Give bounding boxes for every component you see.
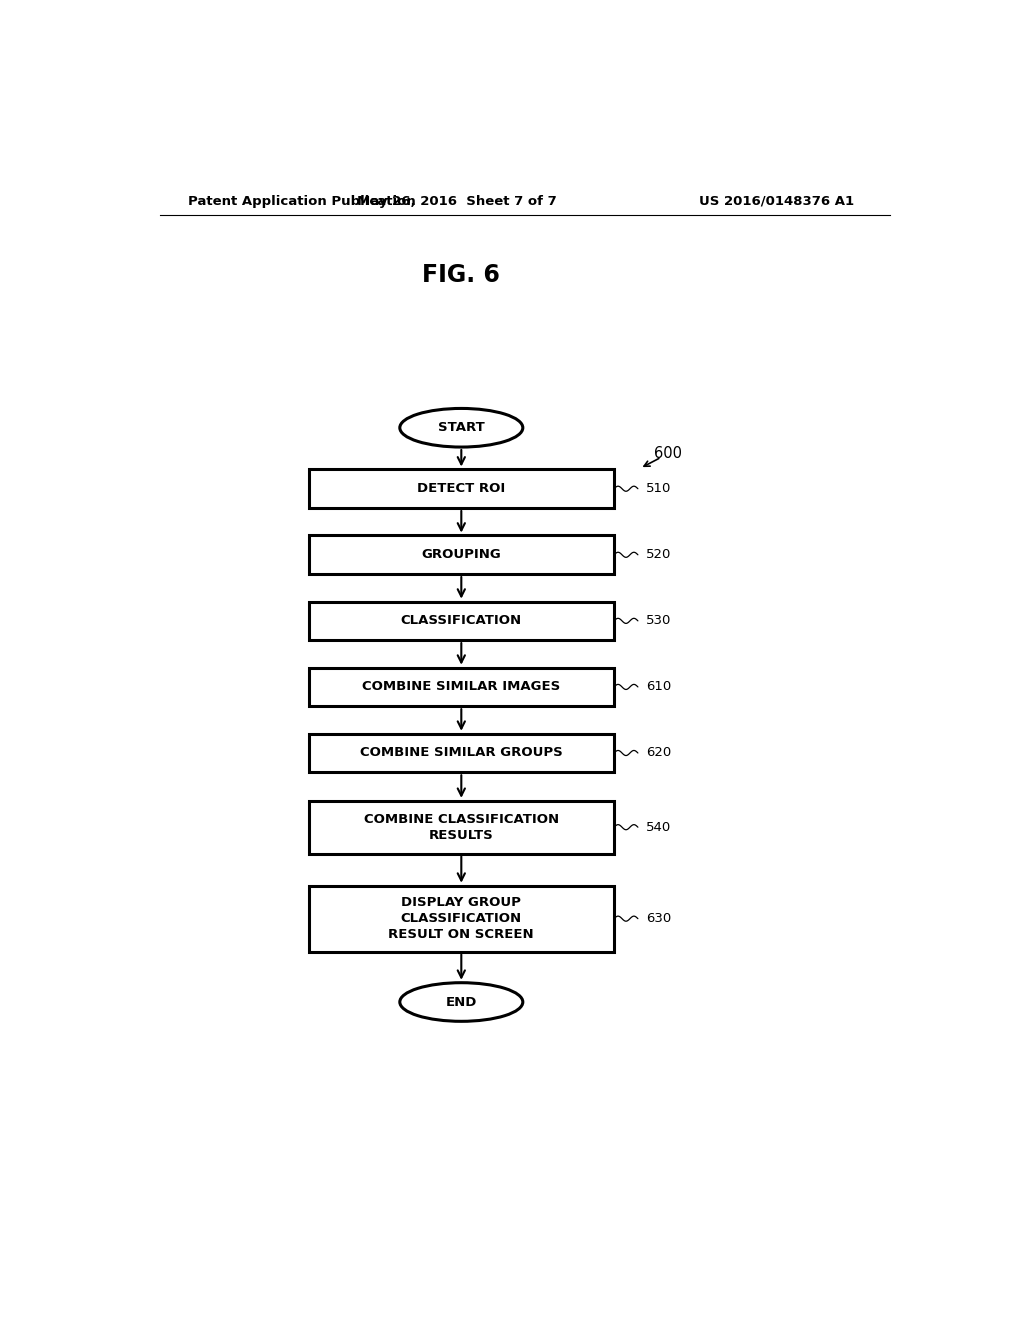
Text: 510: 510 bbox=[646, 482, 671, 495]
Text: 610: 610 bbox=[646, 680, 671, 693]
FancyBboxPatch shape bbox=[308, 536, 614, 574]
FancyBboxPatch shape bbox=[308, 801, 614, 854]
Text: CLASSIFICATION: CLASSIFICATION bbox=[400, 614, 522, 627]
Ellipse shape bbox=[399, 408, 523, 447]
Text: US 2016/0148376 A1: US 2016/0148376 A1 bbox=[699, 194, 854, 207]
Text: Patent Application Publication: Patent Application Publication bbox=[187, 194, 416, 207]
Ellipse shape bbox=[399, 982, 523, 1022]
Text: END: END bbox=[445, 995, 477, 1008]
Text: May 26, 2016  Sheet 7 of 7: May 26, 2016 Sheet 7 of 7 bbox=[357, 194, 557, 207]
Text: GROUPING: GROUPING bbox=[422, 548, 501, 561]
Text: DETECT ROI: DETECT ROI bbox=[417, 482, 506, 495]
Text: 530: 530 bbox=[646, 614, 671, 627]
Text: COMBINE SIMILAR GROUPS: COMBINE SIMILAR GROUPS bbox=[360, 747, 562, 759]
Text: 620: 620 bbox=[646, 747, 671, 759]
Text: COMBINE CLASSIFICATION
RESULTS: COMBINE CLASSIFICATION RESULTS bbox=[364, 813, 559, 842]
Text: 600: 600 bbox=[653, 446, 682, 461]
Text: 520: 520 bbox=[646, 548, 671, 561]
FancyBboxPatch shape bbox=[308, 470, 614, 508]
FancyBboxPatch shape bbox=[308, 668, 614, 706]
FancyBboxPatch shape bbox=[308, 734, 614, 772]
FancyBboxPatch shape bbox=[308, 886, 614, 952]
Text: START: START bbox=[438, 421, 484, 434]
FancyBboxPatch shape bbox=[308, 602, 614, 640]
Text: DISPLAY GROUP
CLASSIFICATION
RESULT ON SCREEN: DISPLAY GROUP CLASSIFICATION RESULT ON S… bbox=[388, 896, 535, 941]
Text: COMBINE SIMILAR IMAGES: COMBINE SIMILAR IMAGES bbox=[362, 680, 560, 693]
Text: FIG. 6: FIG. 6 bbox=[422, 263, 501, 288]
Text: 630: 630 bbox=[646, 912, 671, 925]
Text: 540: 540 bbox=[646, 821, 671, 834]
